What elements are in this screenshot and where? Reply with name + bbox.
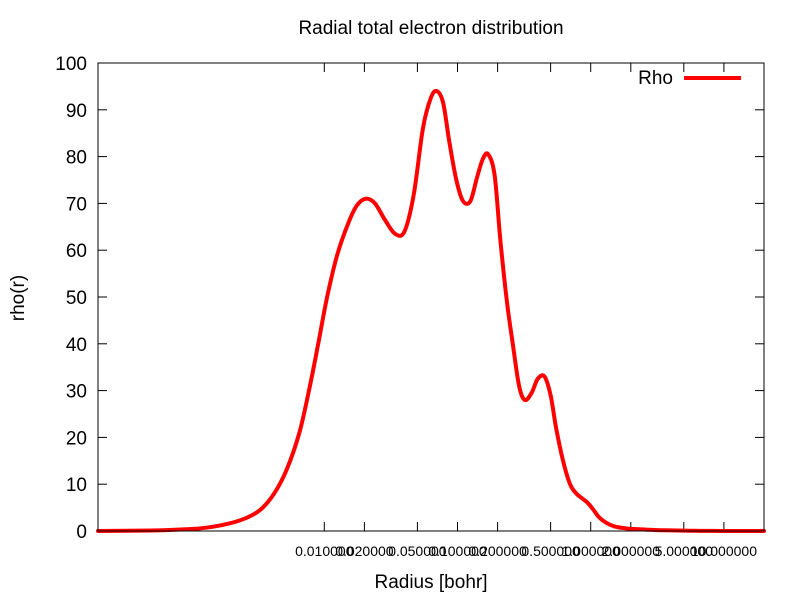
data-point (554, 426, 558, 430)
y-tick-label: 80 (66, 148, 87, 169)
data-point (441, 101, 445, 105)
data-point (493, 173, 497, 177)
data-point (242, 517, 246, 521)
data-point (393, 232, 397, 236)
data-point (561, 459, 565, 463)
data-point (580, 496, 584, 500)
data-point (536, 377, 540, 381)
data-point (634, 527, 638, 531)
data-point (364, 197, 368, 201)
plot-frame (97, 62, 765, 532)
data-point (447, 141, 451, 145)
data-point (429, 96, 433, 100)
x-tick-label: 0.020000 (335, 543, 394, 559)
legend: Rho (638, 68, 741, 89)
data-point (383, 218, 387, 222)
y-tick-label: 40 (66, 335, 87, 356)
x-tick-label: 0.200000 (468, 543, 527, 559)
data-point (435, 89, 439, 93)
data-point (223, 522, 227, 526)
x-tick-label: 0.500000 (521, 543, 580, 559)
legend-label: Rho (638, 68, 673, 89)
y-tick-label: 60 (66, 241, 87, 262)
data-point (574, 492, 578, 496)
data-point (346, 222, 350, 226)
data-point (623, 526, 627, 530)
data-point (475, 176, 479, 180)
data-point (486, 152, 490, 156)
y-tick-label: 100 (55, 54, 87, 75)
data-point (597, 515, 601, 519)
axis-ticks: 01020304050607080901000.0100000.0200000.… (55, 54, 764, 559)
data-point (297, 431, 301, 435)
data-point (454, 178, 458, 182)
data-point (586, 501, 590, 505)
data-point (505, 300, 509, 304)
y-tick-label: 70 (66, 194, 87, 215)
data-point (568, 482, 572, 486)
y-tick-label: 90 (66, 101, 87, 122)
x-tick-label: 10.000000 (691, 543, 757, 559)
data-point (468, 199, 472, 203)
data-point (644, 528, 648, 532)
data-point (325, 295, 329, 299)
y-axis-label: rho(r) (8, 275, 29, 321)
data-point (335, 253, 339, 257)
x-tick-label: 2.000000 (602, 543, 661, 559)
data-point (308, 384, 312, 388)
data-point (612, 524, 616, 528)
y-tick-label: 10 (66, 475, 87, 496)
y-tick-label: 50 (66, 288, 87, 309)
chart-title: Radial total electron distribution (298, 18, 563, 39)
data-point (549, 393, 553, 397)
x-tick-label: 0.100000 (428, 543, 487, 559)
data-point (592, 508, 596, 512)
data-point (517, 384, 521, 388)
data-point (200, 526, 204, 530)
data-point (530, 391, 534, 395)
data-point (421, 127, 425, 131)
data-point (511, 342, 515, 346)
data-point (604, 521, 608, 525)
data-point (176, 528, 180, 532)
y-tick-label: 30 (66, 382, 87, 403)
data-point (498, 239, 502, 243)
data-point (543, 375, 547, 379)
x-axis-label: Radius [bohr] (374, 572, 487, 593)
series-group (96, 88, 766, 534)
series-line-rho (96, 88, 766, 534)
x-tick-label: 5.000000 (655, 543, 714, 559)
x-tick-label: 0.050000 (388, 543, 447, 559)
data-point (316, 342, 320, 346)
data-point (355, 204, 359, 208)
x-tick-label: 1.000000 (561, 543, 620, 559)
data-point (258, 508, 262, 512)
data-point (481, 157, 485, 161)
x-tick-label: 0.010000 (295, 543, 354, 559)
data-point (523, 398, 527, 402)
data-point (412, 192, 416, 196)
y-tick-label: 20 (66, 428, 87, 449)
data-point (461, 199, 465, 203)
data-point (373, 201, 377, 205)
data-point (284, 468, 288, 472)
y-tick-label: 0 (76, 522, 87, 543)
data-point (403, 229, 406, 233)
data-point (272, 492, 276, 496)
